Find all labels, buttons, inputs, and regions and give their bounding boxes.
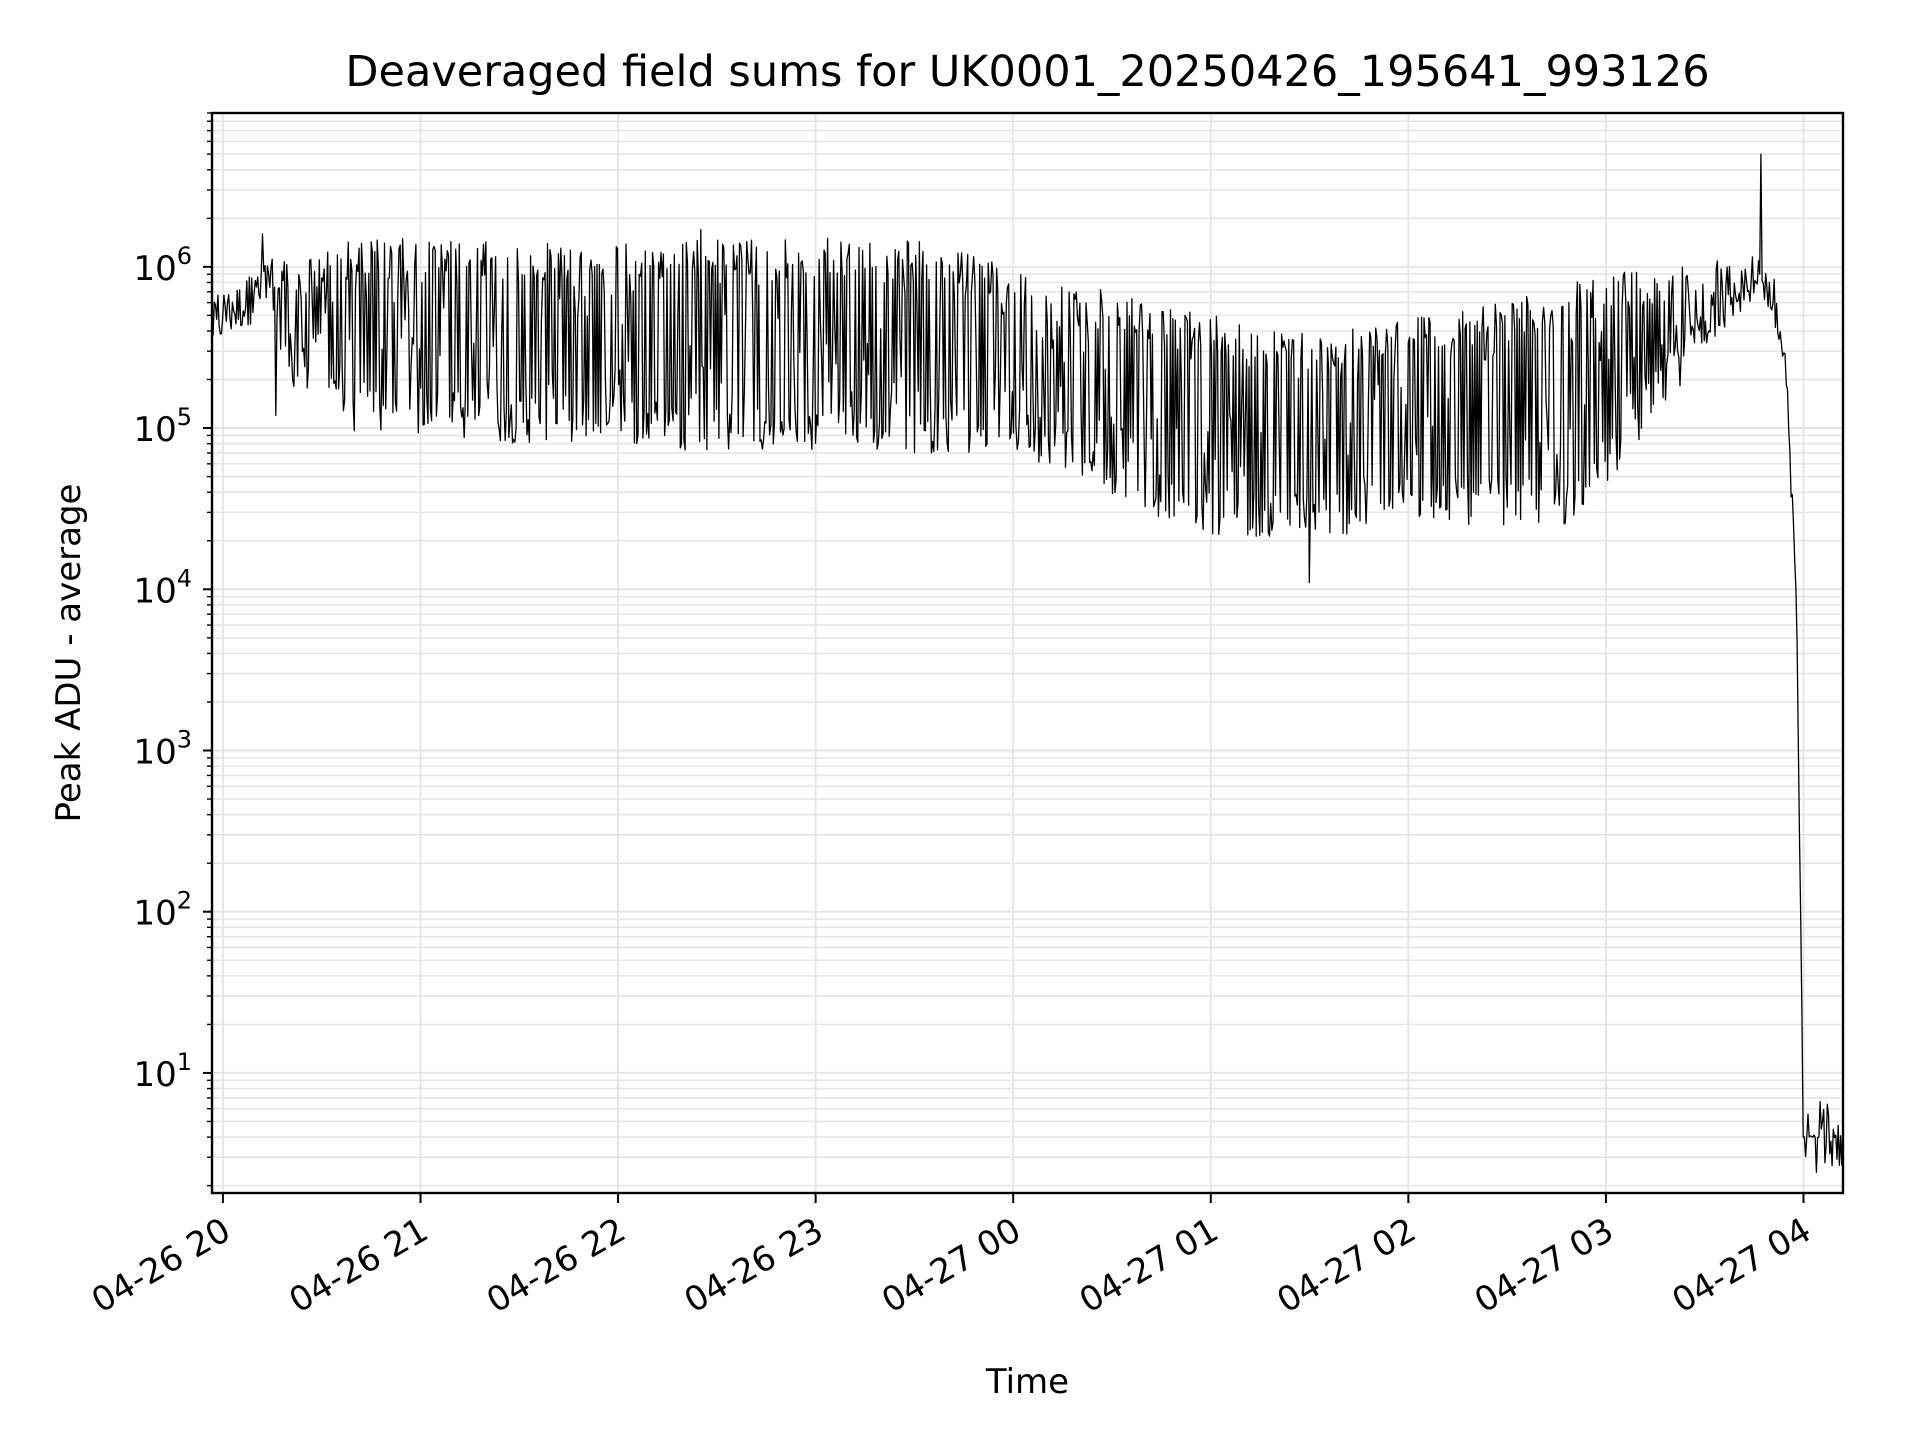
y-tick-label-base: 10: [133, 1055, 176, 1095]
y-tick-label-exponent: 1: [177, 1048, 192, 1076]
y-tick-label-base: 10: [133, 249, 176, 289]
y-tick-label-exponent: 3: [177, 725, 192, 753]
y-tick-label: 102: [133, 887, 192, 934]
y-tick-label-exponent: 2: [177, 887, 192, 915]
y-tick-label-base: 10: [133, 410, 176, 450]
chart-title: Deaveraged field sums for UK0001_2025042…: [345, 47, 1709, 97]
y-tick-label: 101: [133, 1048, 192, 1095]
y-tick-label-base: 10: [133, 894, 176, 934]
y-tick-label-base: 10: [133, 571, 176, 611]
y-tick-label-exponent: 6: [177, 242, 192, 270]
x-axis-title: Time: [985, 1362, 1069, 1402]
line-layer: [212, 153, 1844, 1174]
y-tick-label-base: 10: [133, 732, 176, 772]
y-tick-label-exponent: 5: [177, 403, 192, 431]
y-tick-label: 106: [133, 242, 192, 289]
series-line: [212, 153, 1844, 1174]
y-tick-label: 103: [133, 725, 192, 772]
y-tick-label: 105: [133, 403, 192, 450]
y-axis-title: Peak ADU - average: [49, 484, 89, 823]
y-tick-label-exponent: 4: [177, 564, 192, 592]
y-tick-label: 104: [133, 564, 192, 611]
